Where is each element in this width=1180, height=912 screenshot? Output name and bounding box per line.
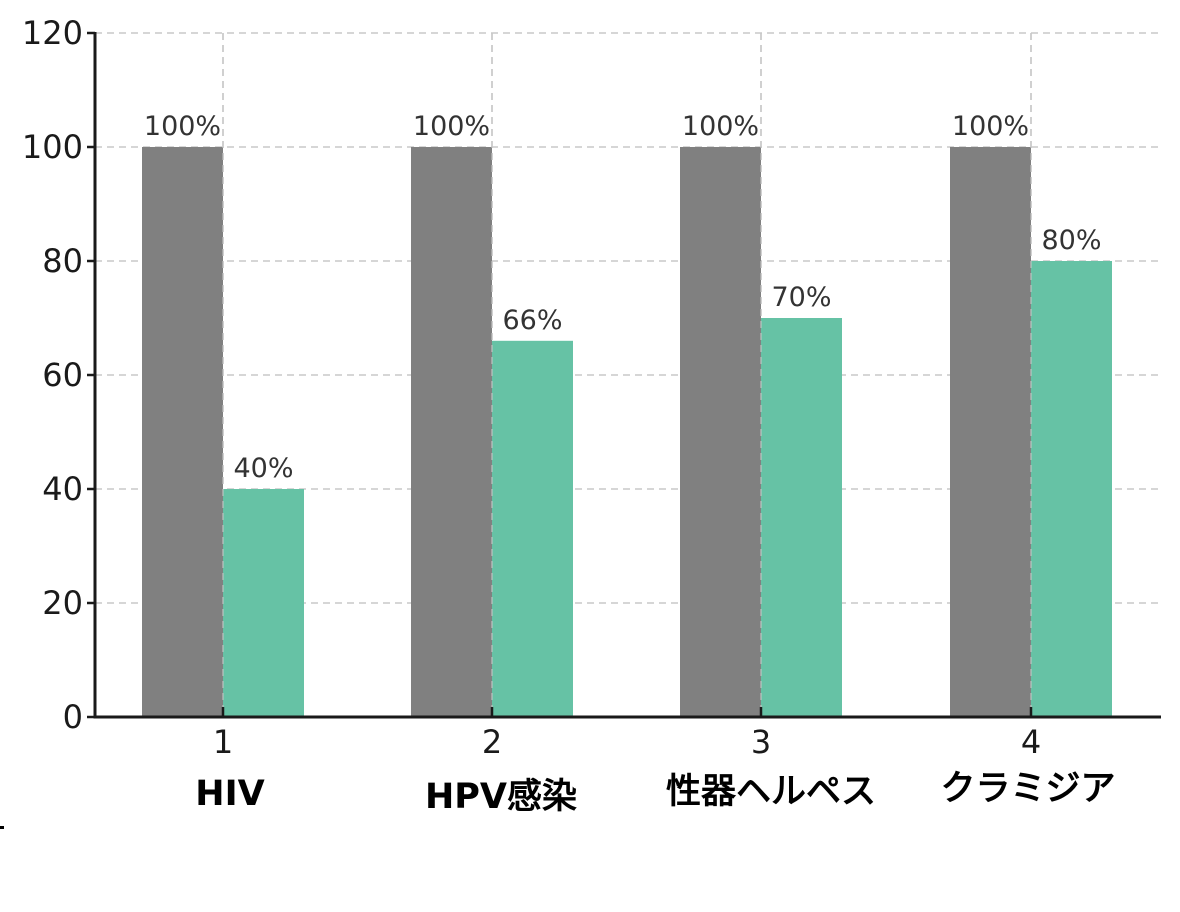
bar-value-label: 100% [682, 111, 759, 142]
bar-value-label: 100% [144, 111, 221, 142]
bar-rate-1 [223, 489, 304, 717]
y-tick-label: 0 [63, 698, 83, 736]
x-tick-label: 1 [213, 723, 233, 761]
x-tick-label: 2 [482, 723, 502, 761]
category-labels: HIV HPV感染 性器ヘルペス クラミジア [195, 769, 1115, 817]
bar-value-label: 66% [502, 305, 562, 336]
x-tick-label: 3 [751, 723, 771, 761]
category-name: 性器ヘルペス [666, 772, 876, 812]
bars [142, 147, 1112, 717]
bar-value-label: 80% [1041, 225, 1101, 256]
y-tick-label: 120 [22, 14, 83, 52]
x-axis-ticks: 1 2 3 4 [213, 707, 1041, 761]
bar-rate-2 [492, 340, 573, 717]
category-name: クラミジア [940, 769, 1115, 809]
y-tick-label: 100 [22, 128, 83, 166]
bar-baseline-3 [680, 147, 761, 717]
y-tick-label: 60 [42, 356, 83, 394]
bar-value-label: 70% [771, 282, 831, 313]
y-tick-label: 40 [42, 470, 83, 508]
bar-rate-4 [1031, 261, 1112, 717]
stray-mark [0, 826, 4, 829]
vertical-gridlines-overlay [222, 33, 1032, 717]
y-tick-label: 20 [42, 584, 83, 622]
bar-value-label: 40% [233, 453, 293, 484]
category-name: HPV感染 [425, 777, 577, 817]
y-axis-ticks: 0 20 40 60 80 100 120 [22, 14, 95, 736]
bar-rate-3 [761, 318, 842, 717]
category-name: HIV [195, 774, 264, 814]
x-tick-label: 4 [1021, 723, 1041, 761]
bar-value-labels: 100% 100% 100% 100% 40% 66% 70% 80% [144, 111, 1102, 484]
bar-baseline-4 [950, 147, 1031, 717]
y-tick-label: 80 [42, 242, 83, 280]
bar-baseline-2 [411, 147, 492, 717]
bar-baseline-1 [142, 147, 223, 717]
bar-value-label: 100% [952, 111, 1029, 142]
bar-value-label: 100% [413, 111, 490, 142]
horizontal-gridlines [95, 32, 1160, 604]
